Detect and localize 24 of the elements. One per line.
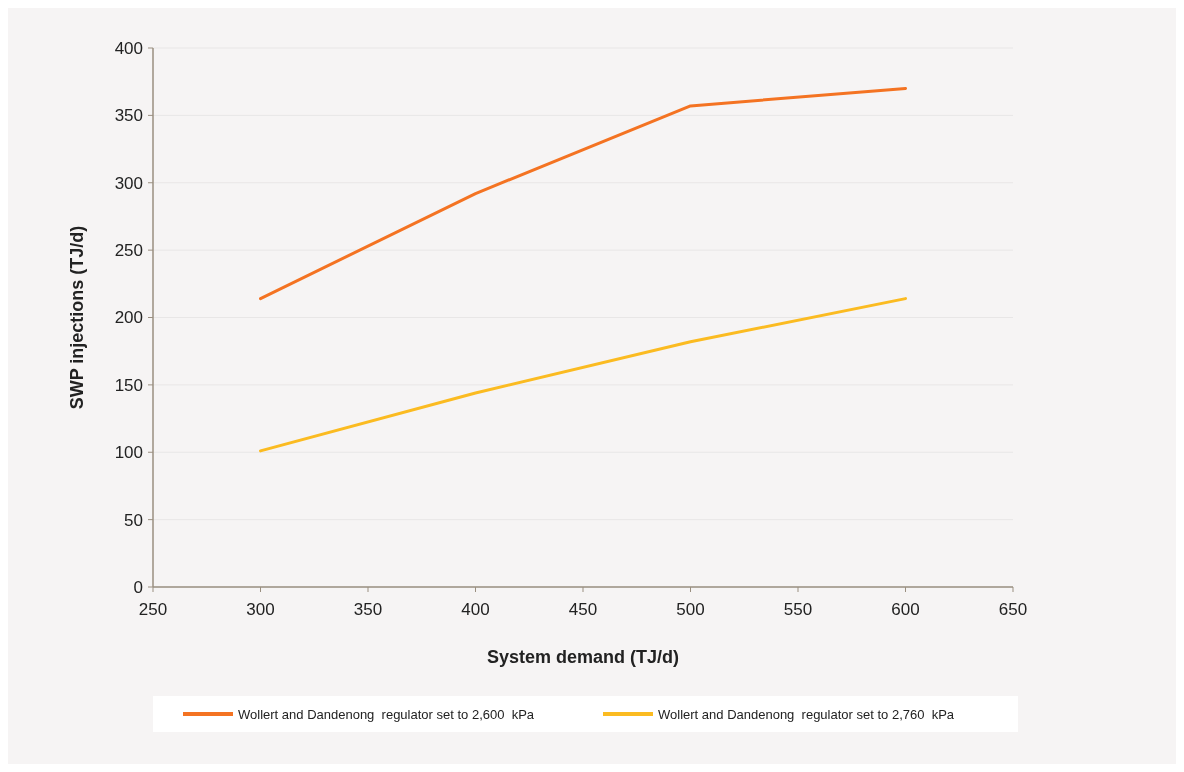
x-tick-label: 600 [891,600,920,619]
x-tick-label: 450 [568,600,598,619]
y-tick-label: 50 [124,510,143,530]
y-axis-title: SWP injections (TJ/d) [67,225,87,410]
x-tick-label: 400 [461,600,490,619]
y-tick-label: 100 [114,443,143,463]
y-tick-label: 150 [114,375,143,395]
x-tick-label: 550 [783,600,813,619]
y-tick-label: 350 [114,106,143,126]
x-tick-label: 350 [353,600,383,619]
y-tick-label: 300 [114,173,143,193]
x-tick-label: 650 [998,600,1028,619]
line-series [259,297,907,453]
x-axis-title: System demand (TJ/d) [486,647,680,667]
y-tick-label: 200 [114,308,143,328]
y-tick-label: 0 [133,577,143,597]
x-tick-label: 300 [246,600,275,619]
x-tick-label: 250 [138,600,168,619]
x-tick-label: 500 [676,600,705,619]
line-series [259,86,907,301]
legend-label: Wollert and Dandenong regulator set to 2,600 kPa [238,706,535,722]
y-tick-label: 400 [114,38,143,58]
legend-label: Wollert and Dandenong regulator set to 2,760 kPa [658,706,955,722]
y-tick-label: 250 [114,241,143,261]
